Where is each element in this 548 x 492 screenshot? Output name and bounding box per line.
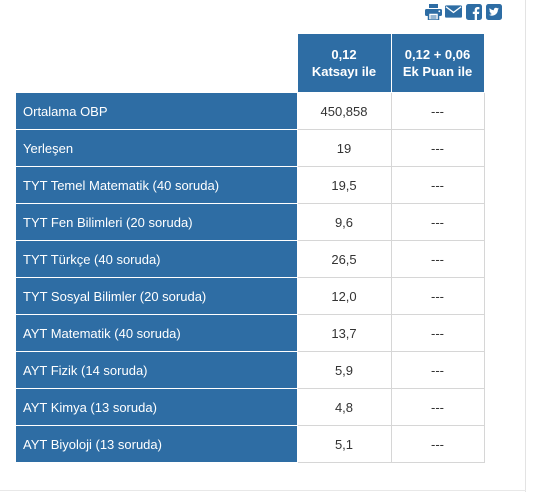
row-label: TYT Türkçe (40 soruda) xyxy=(16,240,298,278)
row-label: Ortalama OBP xyxy=(16,92,298,130)
katsayi-value: 9,6 xyxy=(296,203,392,241)
table-row: AYT Matematik (40 soruda) 13,7 --- xyxy=(16,314,485,352)
row-label: Yerleşen xyxy=(16,129,298,167)
panel-right-border xyxy=(525,0,526,492)
ek-puan-value: --- xyxy=(390,388,485,426)
table-header-row: 0,12 Katsayı ile 0,12 + 0,06 Ek Puan ile xyxy=(16,33,485,93)
ek-puan-value: --- xyxy=(390,92,485,130)
katsayi-value: 26,5 xyxy=(296,240,392,278)
score-table: 0,12 Katsayı ile 0,12 + 0,06 Ek Puan ile… xyxy=(16,33,485,463)
header-ek-puan-line2: Ek Puan ile xyxy=(402,64,473,79)
table-row: TYT Sosyal Bilimler (20 soruda) 12,0 --- xyxy=(16,277,485,315)
header-katsayi-line2: Katsayı ile xyxy=(311,64,377,79)
ek-puan-value: --- xyxy=(390,425,485,463)
table-row: AYT Biyoloji (13 soruda) 5,1 --- xyxy=(16,425,485,463)
share-toolbar xyxy=(425,3,502,20)
ek-puan-value: --- xyxy=(390,203,485,241)
twitter-icon[interactable] xyxy=(485,3,502,20)
email-icon[interactable] xyxy=(445,3,462,20)
katsayi-value: 5,1 xyxy=(296,425,392,463)
row-label: AYT Fizik (14 soruda) xyxy=(16,351,298,389)
ek-puan-value: --- xyxy=(390,351,485,389)
katsayi-value: 5,9 xyxy=(296,351,392,389)
print-icon[interactable] xyxy=(425,3,442,20)
table-row: TYT Türkçe (40 soruda) 26,5 --- xyxy=(16,240,485,278)
ek-puan-value: --- xyxy=(390,166,485,204)
katsayi-value: 450,858 xyxy=(296,92,392,130)
ek-puan-value: --- xyxy=(390,314,485,352)
katsayi-value: 13,7 xyxy=(296,314,392,352)
table-row: Yerleşen 19 --- xyxy=(16,129,485,167)
row-label: TYT Sosyal Bilimler (20 soruda) xyxy=(16,277,298,315)
facebook-icon[interactable] xyxy=(465,3,482,20)
row-label: AYT Kimya (13 soruda) xyxy=(16,388,298,426)
header-katsayi-line1: 0,12 xyxy=(331,47,357,62)
panel-bottom-border xyxy=(0,490,526,491)
katsayi-value: 12,0 xyxy=(296,277,392,315)
ek-puan-value: --- xyxy=(390,240,485,278)
header-katsayi: 0,12 Katsayı ile xyxy=(296,33,392,93)
row-label: TYT Temel Matematik (40 soruda) xyxy=(16,166,298,204)
table-row: AYT Fizik (14 soruda) 5,9 --- xyxy=(16,351,485,389)
header-ek-puan-line1: 0,12 + 0,06 xyxy=(404,47,471,62)
ek-puan-value: --- xyxy=(390,277,485,315)
header-blank-cell xyxy=(16,33,297,93)
row-label: AYT Biyoloji (13 soruda) xyxy=(16,425,298,463)
table-row: TYT Fen Bilimleri (20 soruda) 9,6 --- xyxy=(16,203,485,241)
table-row: AYT Kimya (13 soruda) 4,8 --- xyxy=(16,388,485,426)
header-ek-puan: 0,12 + 0,06 Ek Puan ile xyxy=(390,33,485,93)
katsayi-value: 4,8 xyxy=(296,388,392,426)
table-row: TYT Temel Matematik (40 soruda) 19,5 --- xyxy=(16,166,485,204)
ek-puan-value: --- xyxy=(390,129,485,167)
katsayi-value: 19 xyxy=(296,129,392,167)
table-row: Ortalama OBP 450,858 --- xyxy=(16,92,485,130)
row-label: AYT Matematik (40 soruda) xyxy=(16,314,298,352)
row-label: TYT Fen Bilimleri (20 soruda) xyxy=(16,203,298,241)
katsayi-value: 19,5 xyxy=(296,166,392,204)
